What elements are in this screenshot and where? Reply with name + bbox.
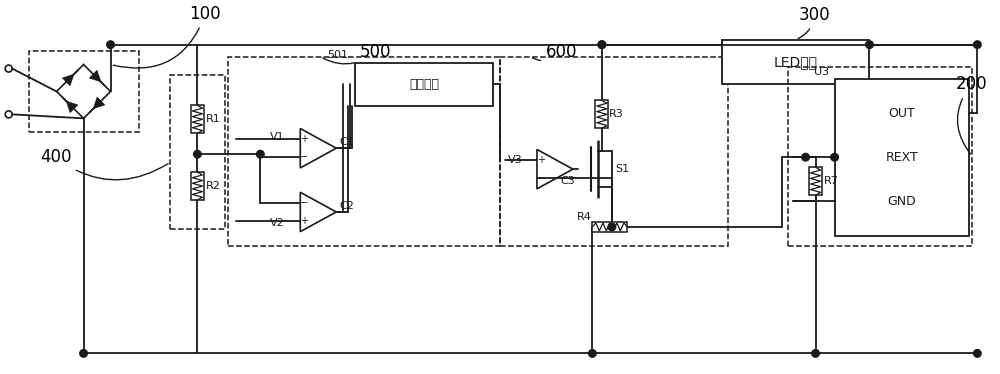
Text: V1: V1 [270,132,284,142]
Circle shape [812,350,819,357]
Text: R1: R1 [205,114,220,124]
Text: +: + [300,134,308,144]
Circle shape [194,150,201,158]
Text: −: − [537,173,545,183]
Text: C2: C2 [339,201,354,211]
Text: 100: 100 [113,5,221,68]
Polygon shape [93,97,105,109]
Text: −: − [300,198,308,208]
Circle shape [974,350,981,357]
Circle shape [831,153,838,161]
Circle shape [608,223,616,231]
Text: S1: S1 [615,164,629,174]
Text: 600: 600 [532,43,578,61]
Polygon shape [89,70,101,82]
Text: LED负载: LED负载 [774,55,818,69]
Text: U3: U3 [814,67,830,77]
Circle shape [257,150,264,158]
Circle shape [107,41,114,49]
Circle shape [802,153,809,161]
Text: 500: 500 [323,43,391,64]
FancyBboxPatch shape [592,222,627,232]
FancyBboxPatch shape [191,105,204,133]
FancyBboxPatch shape [835,79,969,236]
FancyBboxPatch shape [355,62,493,106]
Text: C1: C1 [339,137,354,147]
Text: OUT: OUT [889,107,915,120]
Text: R2: R2 [205,181,220,191]
Circle shape [974,41,981,49]
Polygon shape [66,101,78,113]
Text: 200: 200 [956,76,987,154]
Text: GND: GND [888,195,916,208]
Text: C3: C3 [560,176,575,186]
FancyBboxPatch shape [191,172,204,200]
Text: −: − [300,152,308,162]
Text: R7: R7 [824,176,838,186]
Circle shape [866,41,873,49]
Text: 501: 501 [327,50,348,59]
Polygon shape [62,74,74,86]
Text: V3: V3 [508,155,523,165]
Circle shape [598,41,606,49]
Text: +: + [537,155,545,165]
Text: 400: 400 [40,148,168,180]
FancyBboxPatch shape [809,167,822,195]
Text: REXT: REXT [886,151,918,164]
Text: R3: R3 [609,109,624,119]
Text: 300: 300 [798,6,830,39]
Text: 逻辑单元: 逻辑单元 [409,78,439,91]
Circle shape [80,350,87,357]
Circle shape [589,350,596,357]
FancyBboxPatch shape [595,101,608,128]
Circle shape [598,41,606,49]
Text: V2: V2 [270,218,284,228]
Text: R4: R4 [577,212,592,222]
FancyBboxPatch shape [722,40,869,85]
Text: +: + [300,216,308,226]
